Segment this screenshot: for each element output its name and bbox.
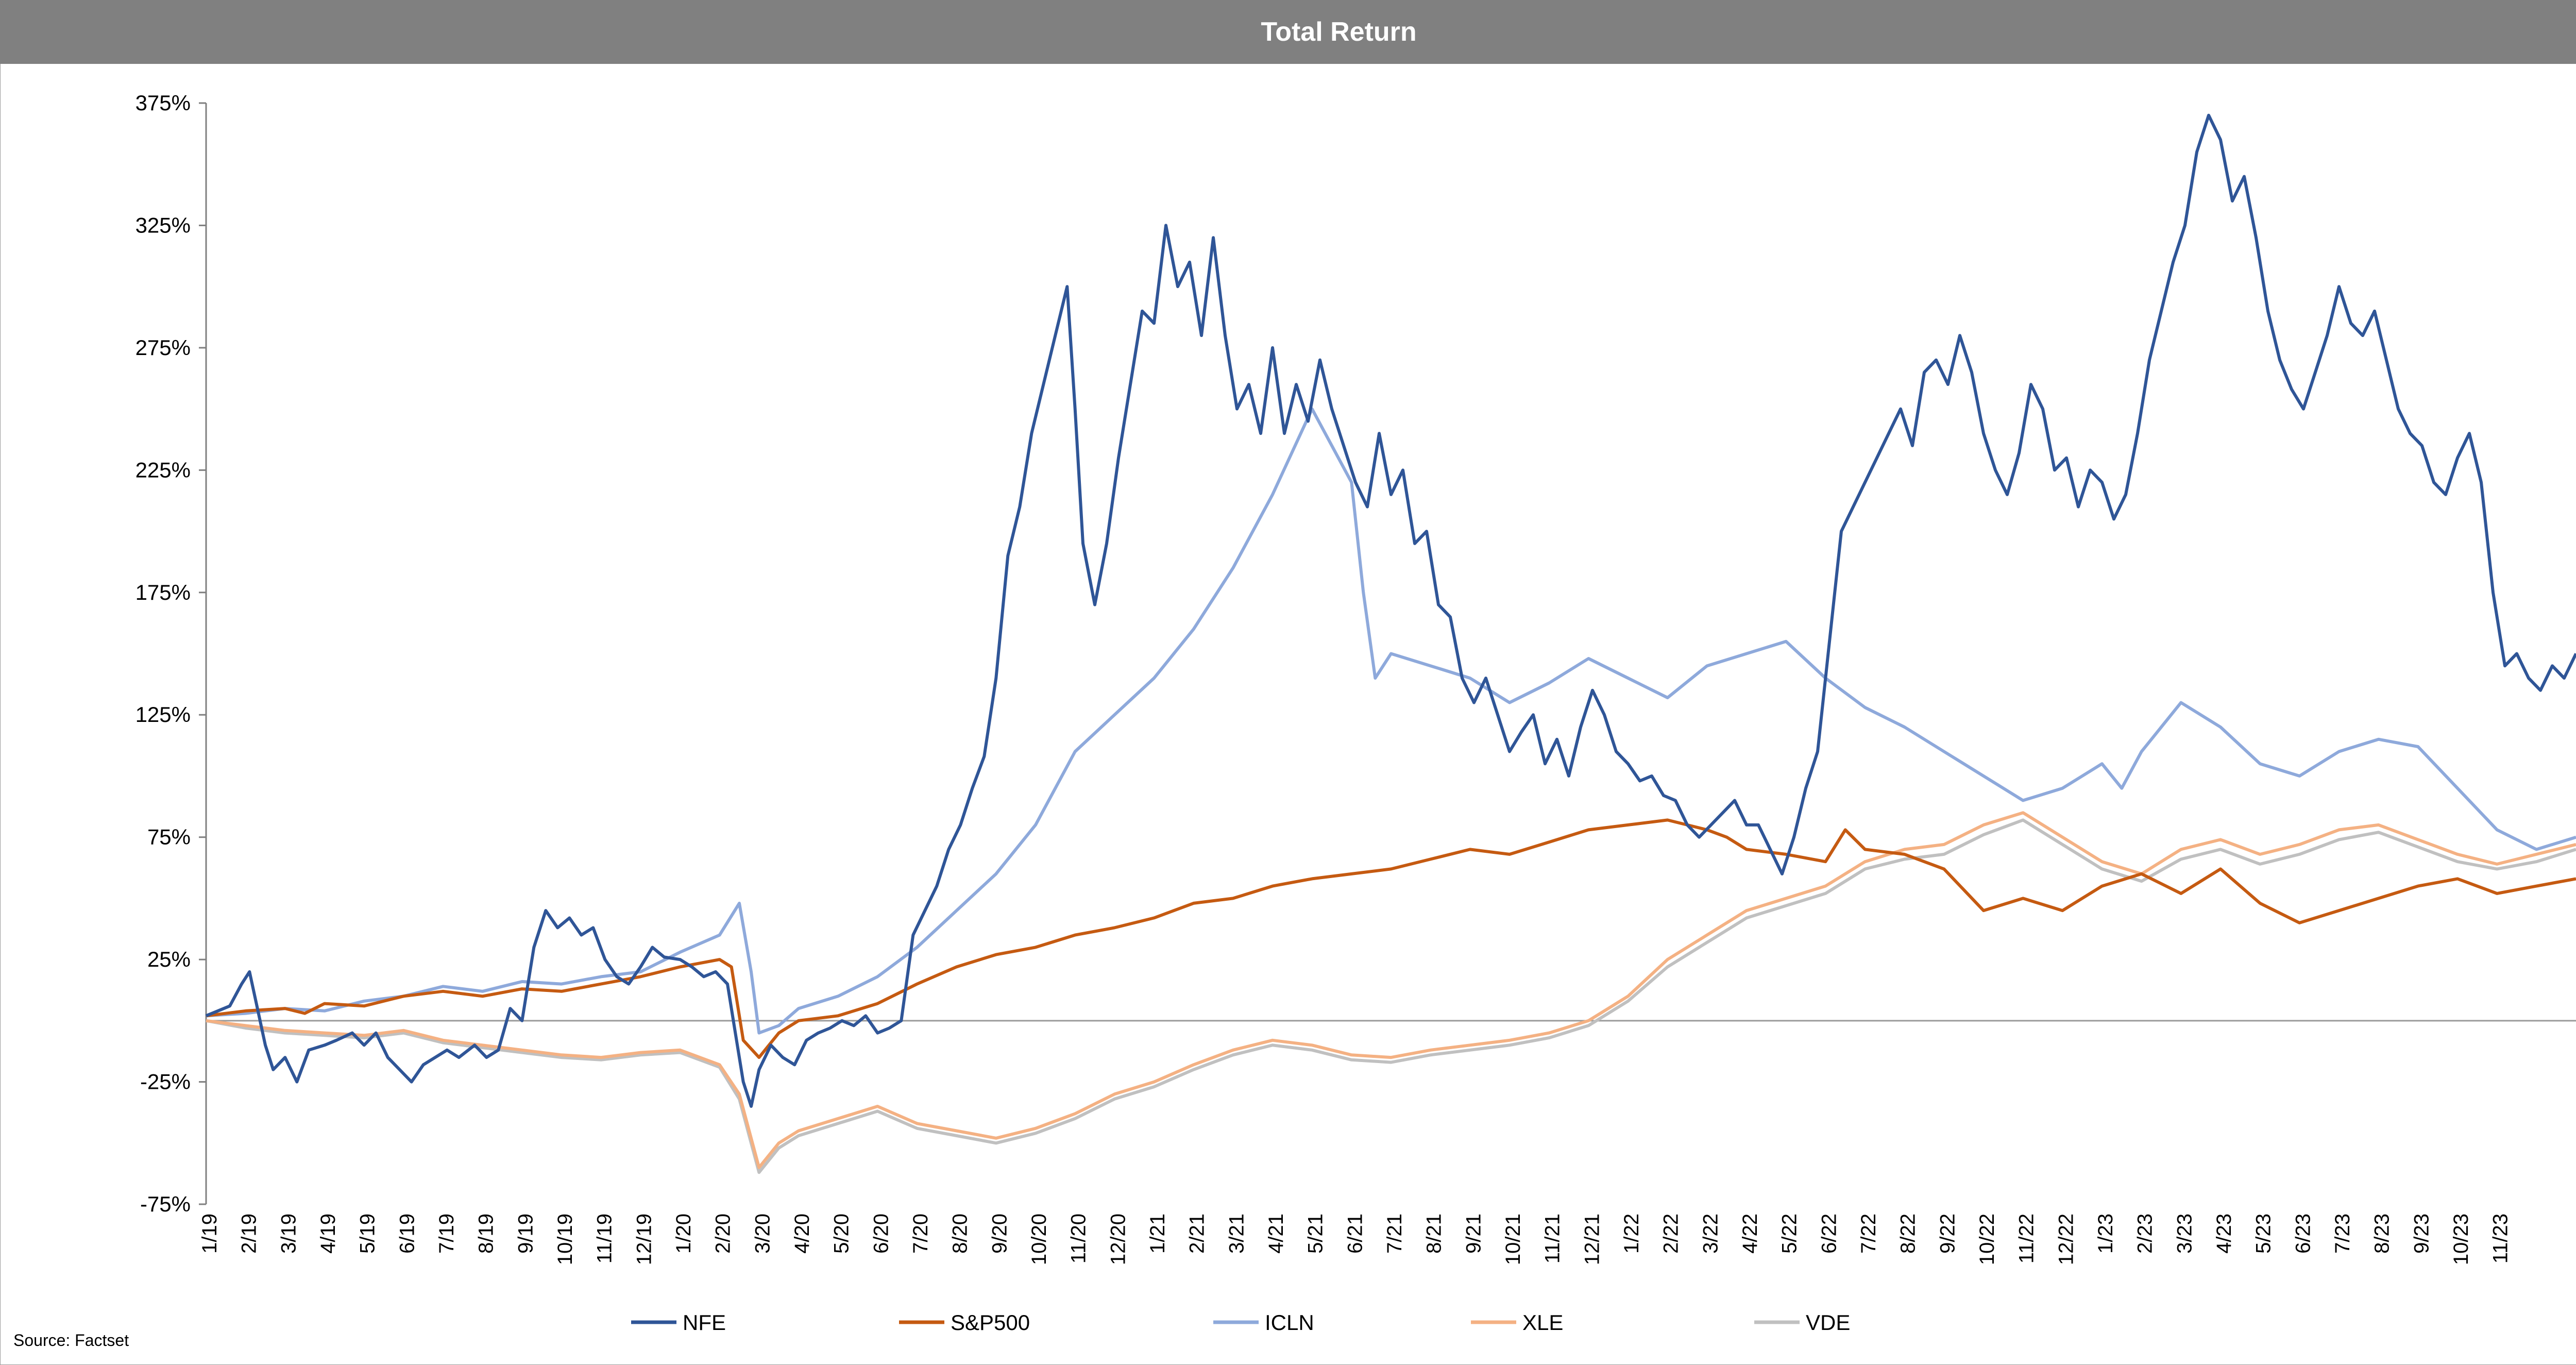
y-tick-label: 125% xyxy=(135,702,191,727)
x-tick-label: 5/21 xyxy=(1304,1214,1327,1254)
y-tick-label: 275% xyxy=(135,335,191,360)
x-tick-label: 2/23 xyxy=(2134,1214,2157,1254)
x-tick-label: 11/21 xyxy=(1541,1214,1564,1263)
x-tick-label: 12/21 xyxy=(1581,1214,1603,1265)
legend: NFE S&P500 ICLN XLE VDE xyxy=(631,1310,1850,1335)
x-tick-label: 5/22 xyxy=(1778,1214,1801,1254)
x-tick-label: 11/19 xyxy=(594,1214,616,1263)
title-bar: Total Return xyxy=(0,0,2576,64)
x-tick-label: 9/20 xyxy=(988,1214,1011,1254)
y-tick-label: 325% xyxy=(135,213,191,237)
x-tick-label: 1/20 xyxy=(672,1214,695,1254)
series-layer xyxy=(205,113,2576,1174)
x-tick-label: 2/19 xyxy=(238,1214,261,1254)
legend-label: S&P500 xyxy=(951,1310,1030,1335)
x-tick-label: 6/22 xyxy=(1818,1214,1840,1254)
x-tick-label: 4/19 xyxy=(317,1214,340,1254)
x-tick-label: 8/23 xyxy=(2371,1214,2394,1254)
x-tick-label: 2/20 xyxy=(712,1214,735,1254)
x-tick-label: 7/21 xyxy=(1383,1214,1406,1254)
x-tick-label: 5/19 xyxy=(357,1214,379,1254)
x-tick-label: 3/23 xyxy=(2173,1214,2196,1254)
series-line-vde xyxy=(206,818,2576,1174)
x-tick-label: 6/21 xyxy=(1344,1214,1366,1254)
x-tick-label: 8/22 xyxy=(1897,1214,1920,1254)
x-tick-label: 5/20 xyxy=(831,1214,853,1254)
x-tick-label: 7/23 xyxy=(2331,1214,2354,1254)
x-tick-label: 7/20 xyxy=(909,1214,932,1254)
x-tick-label: 6/19 xyxy=(396,1214,418,1254)
x-tick-label: 2/21 xyxy=(1186,1214,1209,1254)
x-tick-label: 4/20 xyxy=(791,1214,814,1254)
legend-label: XLE xyxy=(1522,1310,1563,1335)
series-line-xle xyxy=(206,811,2576,1169)
y-tick-label: -25% xyxy=(140,1070,191,1094)
x-tick-label: 12/19 xyxy=(633,1214,655,1265)
x-tick-label: 9/22 xyxy=(1936,1214,1959,1254)
x-tick-label: 11/23 xyxy=(2489,1214,2512,1263)
x-tick-label: 5/23 xyxy=(2252,1214,2275,1254)
x-tick-label: 11/22 xyxy=(2015,1214,2038,1263)
x-tick-label: 8/20 xyxy=(949,1214,972,1254)
x-tick-label: 1/22 xyxy=(1620,1214,1643,1254)
x-tick-label: 4/22 xyxy=(1739,1214,1761,1254)
x-tick-label: 3/22 xyxy=(1699,1214,1722,1254)
x-tick-label: 8/21 xyxy=(1423,1214,1446,1254)
x-tick-label: 9/19 xyxy=(514,1214,537,1254)
x-tick-label: 7/22 xyxy=(1857,1214,1880,1254)
y-tick-label: -75% xyxy=(140,1192,191,1216)
chart-title: Total Return xyxy=(1261,17,1417,47)
x-tick-label: 2/22 xyxy=(1660,1214,1683,1254)
x-tick-label: 10/20 xyxy=(1028,1214,1050,1265)
y-tick-label: 25% xyxy=(147,947,191,971)
x-tick-label: 9/21 xyxy=(1462,1214,1485,1254)
axes: 375% 325% 275% 225% 175% 125% 75% 25% -25% -75% 1/… xyxy=(135,91,2576,1265)
y-tick-label: 175% xyxy=(135,580,191,604)
y-tick-label: 225% xyxy=(135,458,191,482)
series-line-sp500 xyxy=(206,818,2576,1059)
x-tick-label: 6/20 xyxy=(870,1214,892,1254)
x-tick-label: 4/21 xyxy=(1265,1214,1287,1254)
x-tick-label: 12/22 xyxy=(2055,1214,2077,1265)
series-line-icln xyxy=(206,407,2576,1035)
x-tick-label: 10/23 xyxy=(2450,1214,2472,1265)
x-tick-label: 11/20 xyxy=(1067,1214,1090,1263)
x-tick-label: 1/23 xyxy=(2094,1214,2117,1254)
y-tick-label: 375% xyxy=(135,91,191,115)
x-tick-label: 10/22 xyxy=(1976,1214,1998,1265)
x-tick-label: 1/21 xyxy=(1146,1214,1169,1254)
legend-label: NFE xyxy=(683,1310,726,1335)
x-tick-label: 3/19 xyxy=(277,1214,300,1254)
x-tick-label: 6/23 xyxy=(2292,1214,2314,1254)
x-tick-label: 10/19 xyxy=(554,1214,577,1265)
x-tick-label: 3/20 xyxy=(751,1214,774,1254)
x-tick-label: 10/21 xyxy=(1502,1214,1524,1265)
legend-label: ICLN xyxy=(1265,1310,1314,1335)
legend-label: VDE xyxy=(1806,1310,1850,1335)
series-line-nfe xyxy=(205,113,2576,1108)
y-tick-label: 75% xyxy=(147,825,191,849)
x-tick-label: 3/21 xyxy=(1225,1214,1248,1254)
x-tick-label: 1/19 xyxy=(198,1214,221,1254)
x-tick-label: 4/23 xyxy=(2213,1214,2235,1254)
x-tick-label: 9/23 xyxy=(2410,1214,2433,1254)
source-note: Source: Factset xyxy=(13,1331,129,1350)
x-tick-label: 12/20 xyxy=(1107,1214,1129,1265)
x-tick-label: 7/19 xyxy=(435,1214,458,1254)
x-tick-label: 8/19 xyxy=(475,1214,498,1254)
